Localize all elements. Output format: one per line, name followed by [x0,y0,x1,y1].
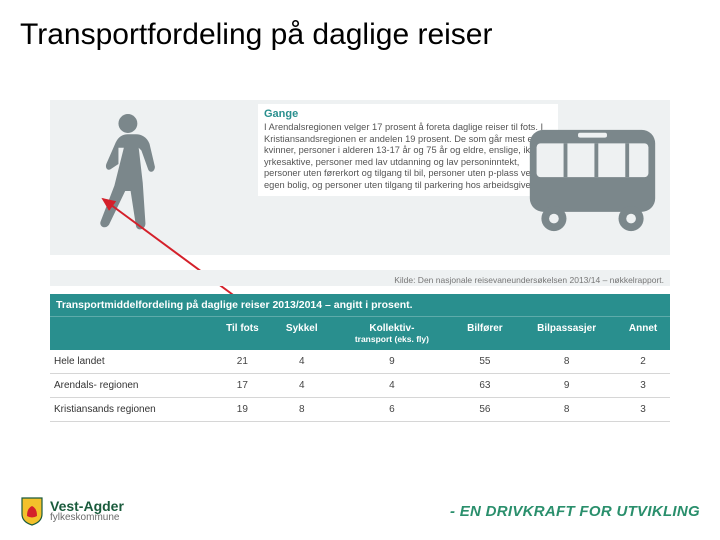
org-name: Vest-Agder [50,499,124,513]
crest-icon [20,496,44,526]
cell: 3 [616,398,670,422]
page-title: Transportfordeling på daglige reiser [0,0,720,52]
tagline: - EN DRIVKRAFT FOR UTVIKLING [450,503,700,520]
cell: 9 [517,374,616,398]
cell: 4 [272,350,331,374]
info-heading: Gange [264,108,552,120]
source-text: Kilde: Den nasjonale reisevaneundersøkel… [394,275,664,285]
cell: 4 [331,374,453,398]
cell: 4 [272,374,331,398]
cell: 63 [453,374,517,398]
col-bilpass: Bilpassasjer [517,317,616,351]
footer-logo: Vest-Agder fylkeskommune [20,496,124,526]
col-kollektiv: Kollektiv-transport (eks. fly) [331,317,453,351]
slide-root: Transportfordeling på daglige reiser Gan… [0,0,720,540]
col-annet: Annet [616,317,670,351]
org-sub: fylkeskommune [50,513,124,523]
row-label: Kristiansands regionen [50,398,212,422]
cell: 9 [331,350,453,374]
cell: 8 [517,398,616,422]
icon-strip: Gange I Arendalsregionen velger 17 prose… [50,100,670,255]
bus-icon [525,120,660,245]
cell: 2 [616,350,670,374]
col-tilfots: Til fots [212,317,272,351]
table-row: Kristiansands regionen19865683 [50,398,670,422]
table-banner: Transportmiddelfordeling på daglige reis… [50,294,670,317]
cell: 8 [517,350,616,374]
cell: 17 [212,374,272,398]
col-bilforer: Bilfører [453,317,517,351]
cell: 21 [212,350,272,374]
source-bar: Kilde: Den nasjonale reisevaneundersøkel… [50,270,670,286]
cell: 55 [453,350,517,374]
cell: 8 [272,398,331,422]
info-tooltip: Gange I Arendalsregionen velger 17 prose… [258,104,558,196]
pedestrian-icon [80,110,165,250]
table-row: Arendals- regionen17446393 [50,374,670,398]
info-body: I Arendalsregionen velger 17 prosent å f… [264,122,552,192]
cell: 6 [331,398,453,422]
cell: 19 [212,398,272,422]
row-label: Arendals- regionen [50,374,212,398]
cell: 56 [453,398,517,422]
org-text: Vest-Agder fylkeskommune [50,499,124,523]
table-header-row: Til fots Sykkel Kollektiv-transport (eks… [50,317,670,351]
cell: 3 [616,374,670,398]
table-row: Hele landet21495582 [50,350,670,374]
col-blank [50,317,212,351]
row-label: Hele landet [50,350,212,374]
col-sykkel: Sykkel [272,317,331,351]
data-table: Transportmiddelfordeling på daglige reis… [50,294,670,422]
